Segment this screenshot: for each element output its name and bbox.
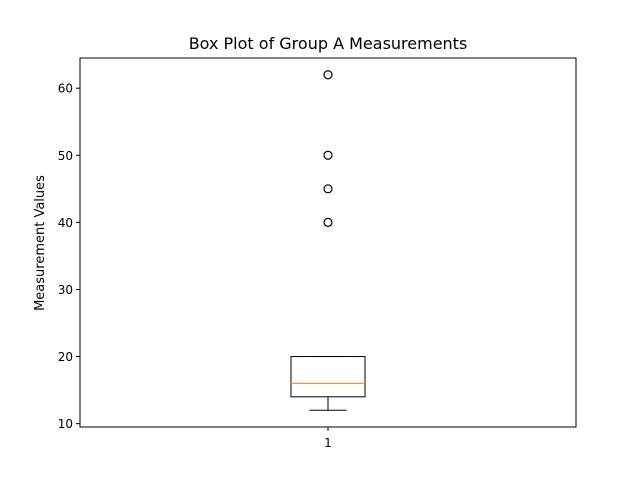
outlier-point [323,150,333,160]
outlier-point [323,217,333,227]
axes-frame [79,57,577,428]
x-tick-label: 1 [324,436,332,450]
y-tick-label: 10 [58,417,73,431]
y-tick-label: 50 [58,149,73,163]
y-tick-label: 40 [58,216,73,230]
y-axis-label: Measurement Values [33,175,48,311]
outlier-point [323,70,333,80]
y-tick-label: 60 [58,82,73,96]
plot-area: 10 20 30 40 50 60 1 [58,70,366,450]
outlier-point [323,184,333,194]
chart-title: Box Plot of Group A Measurements [189,34,468,53]
y-tick-label: 30 [58,283,73,297]
y-tick-label: 20 [58,350,73,364]
iqr-box [290,356,366,398]
